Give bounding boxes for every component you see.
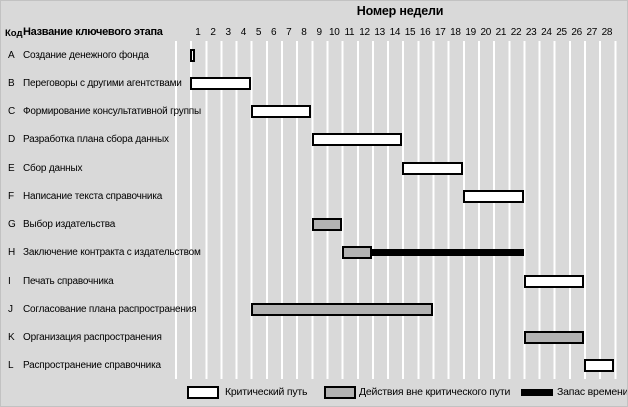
task-name-C: Формирование консультативной группы: [23, 106, 201, 117]
task-name-G: Выбор издательства: [23, 219, 116, 230]
slack-time-swatch-icon: [521, 389, 553, 396]
column-header-code: Код: [5, 28, 23, 39]
critical-path-swatch-icon: [187, 386, 219, 399]
task-name-A: Создание денежного фонда: [23, 49, 149, 61]
gantt-bar-noncritical-K: [523, 331, 585, 344]
week-tick-1: 1: [195, 27, 201, 38]
task-code-C: C: [8, 106, 16, 117]
task-name-B: Переговоры с другими агентствами: [23, 77, 182, 89]
legend-label-slack: Запас времени: [557, 386, 628, 398]
week-tick-15: 15: [404, 27, 416, 38]
task-code-A: A: [8, 49, 15, 61]
noncritical-activity-swatch-icon: [324, 386, 356, 399]
legend-label-critical: Критический путь: [225, 386, 308, 398]
task-name-L: Распространение справочника: [23, 360, 161, 372]
week-tick-25: 25: [556, 27, 567, 38]
week-tick-9: 9: [316, 27, 322, 38]
task-name-J: Согласование плана распространения: [23, 303, 197, 315]
week-tick-13: 13: [374, 27, 385, 38]
task-code-H: H: [8, 247, 16, 259]
task-name-D: Разработка плана сбора данных: [23, 134, 169, 146]
gantt-bar-critical-L: [584, 359, 615, 373]
gantt-bar-slack-H: [372, 249, 524, 257]
week-tick-17: 17: [435, 27, 446, 38]
week-tick-6: 6: [271, 27, 277, 38]
gantt-bar-noncritical-J: [250, 302, 433, 316]
task-code-L: L: [8, 360, 14, 372]
task-name-F: Написание текста справочника: [23, 190, 163, 202]
week-tick-27: 27: [586, 27, 598, 38]
task-code-G: G: [8, 219, 16, 230]
column-header-stage-name: Название ключевого этапа: [23, 26, 163, 38]
week-tick-8: 8: [301, 27, 307, 38]
gantt-bar-critical-F: [463, 189, 524, 203]
task-code-K: K: [8, 332, 15, 343]
gantt-bar-critical-A: [190, 48, 195, 62]
task-code-I: I: [8, 275, 11, 287]
week-tick-14: 14: [389, 27, 401, 38]
week-tick-4: 4: [240, 27, 247, 38]
week-tick-3: 3: [225, 27, 232, 38]
task-name-H: Заключение контракта с издательством: [23, 247, 201, 259]
gantt-bar-critical-B: [190, 76, 251, 90]
week-tick-2: 2: [210, 27, 216, 38]
week-tick-5: 5: [255, 27, 262, 38]
week-tick-7: 7: [286, 27, 292, 38]
gantt-bar-critical-D: [311, 133, 403, 147]
week-tick-23: 23: [525, 27, 537, 38]
week-gridlines: [175, 41, 617, 379]
week-tick-10: 10: [328, 27, 340, 38]
gantt-bar-noncritical-G: [311, 218, 342, 231]
week-tick-24: 24: [541, 27, 552, 38]
week-tick-28: 28: [601, 27, 613, 38]
chart-title: Номер недели: [356, 4, 444, 18]
gantt-bar-critical-E: [402, 161, 463, 175]
week-tick-20: 20: [480, 27, 492, 38]
week-tick-21: 21: [495, 27, 507, 38]
week-tick-11: 11: [344, 27, 355, 38]
task-name-I: Печать справочника: [23, 275, 114, 287]
week-tick-18: 18: [450, 27, 461, 38]
task-name-E: Сбор данных: [23, 162, 83, 174]
gantt-bar-critical-C: [250, 105, 312, 118]
task-code-E: E: [8, 162, 15, 174]
gantt-bar-critical-I: [523, 274, 585, 288]
week-tick-16: 16: [419, 27, 431, 38]
task-code-D: D: [8, 134, 16, 146]
gantt-bar-noncritical-H: [341, 246, 373, 260]
week-tick-26: 26: [571, 27, 582, 38]
week-tick-12: 12: [359, 27, 370, 38]
task-code-J: J: [8, 303, 13, 315]
week-tick-19: 19: [465, 27, 476, 38]
task-code-F: F: [8, 190, 15, 202]
legend-label-noncritical: Действия вне критического пути: [359, 386, 511, 398]
task-code-B: B: [8, 77, 15, 89]
week-tick-22: 22: [510, 27, 522, 38]
task-name-K: Организация распространения: [23, 332, 162, 343]
